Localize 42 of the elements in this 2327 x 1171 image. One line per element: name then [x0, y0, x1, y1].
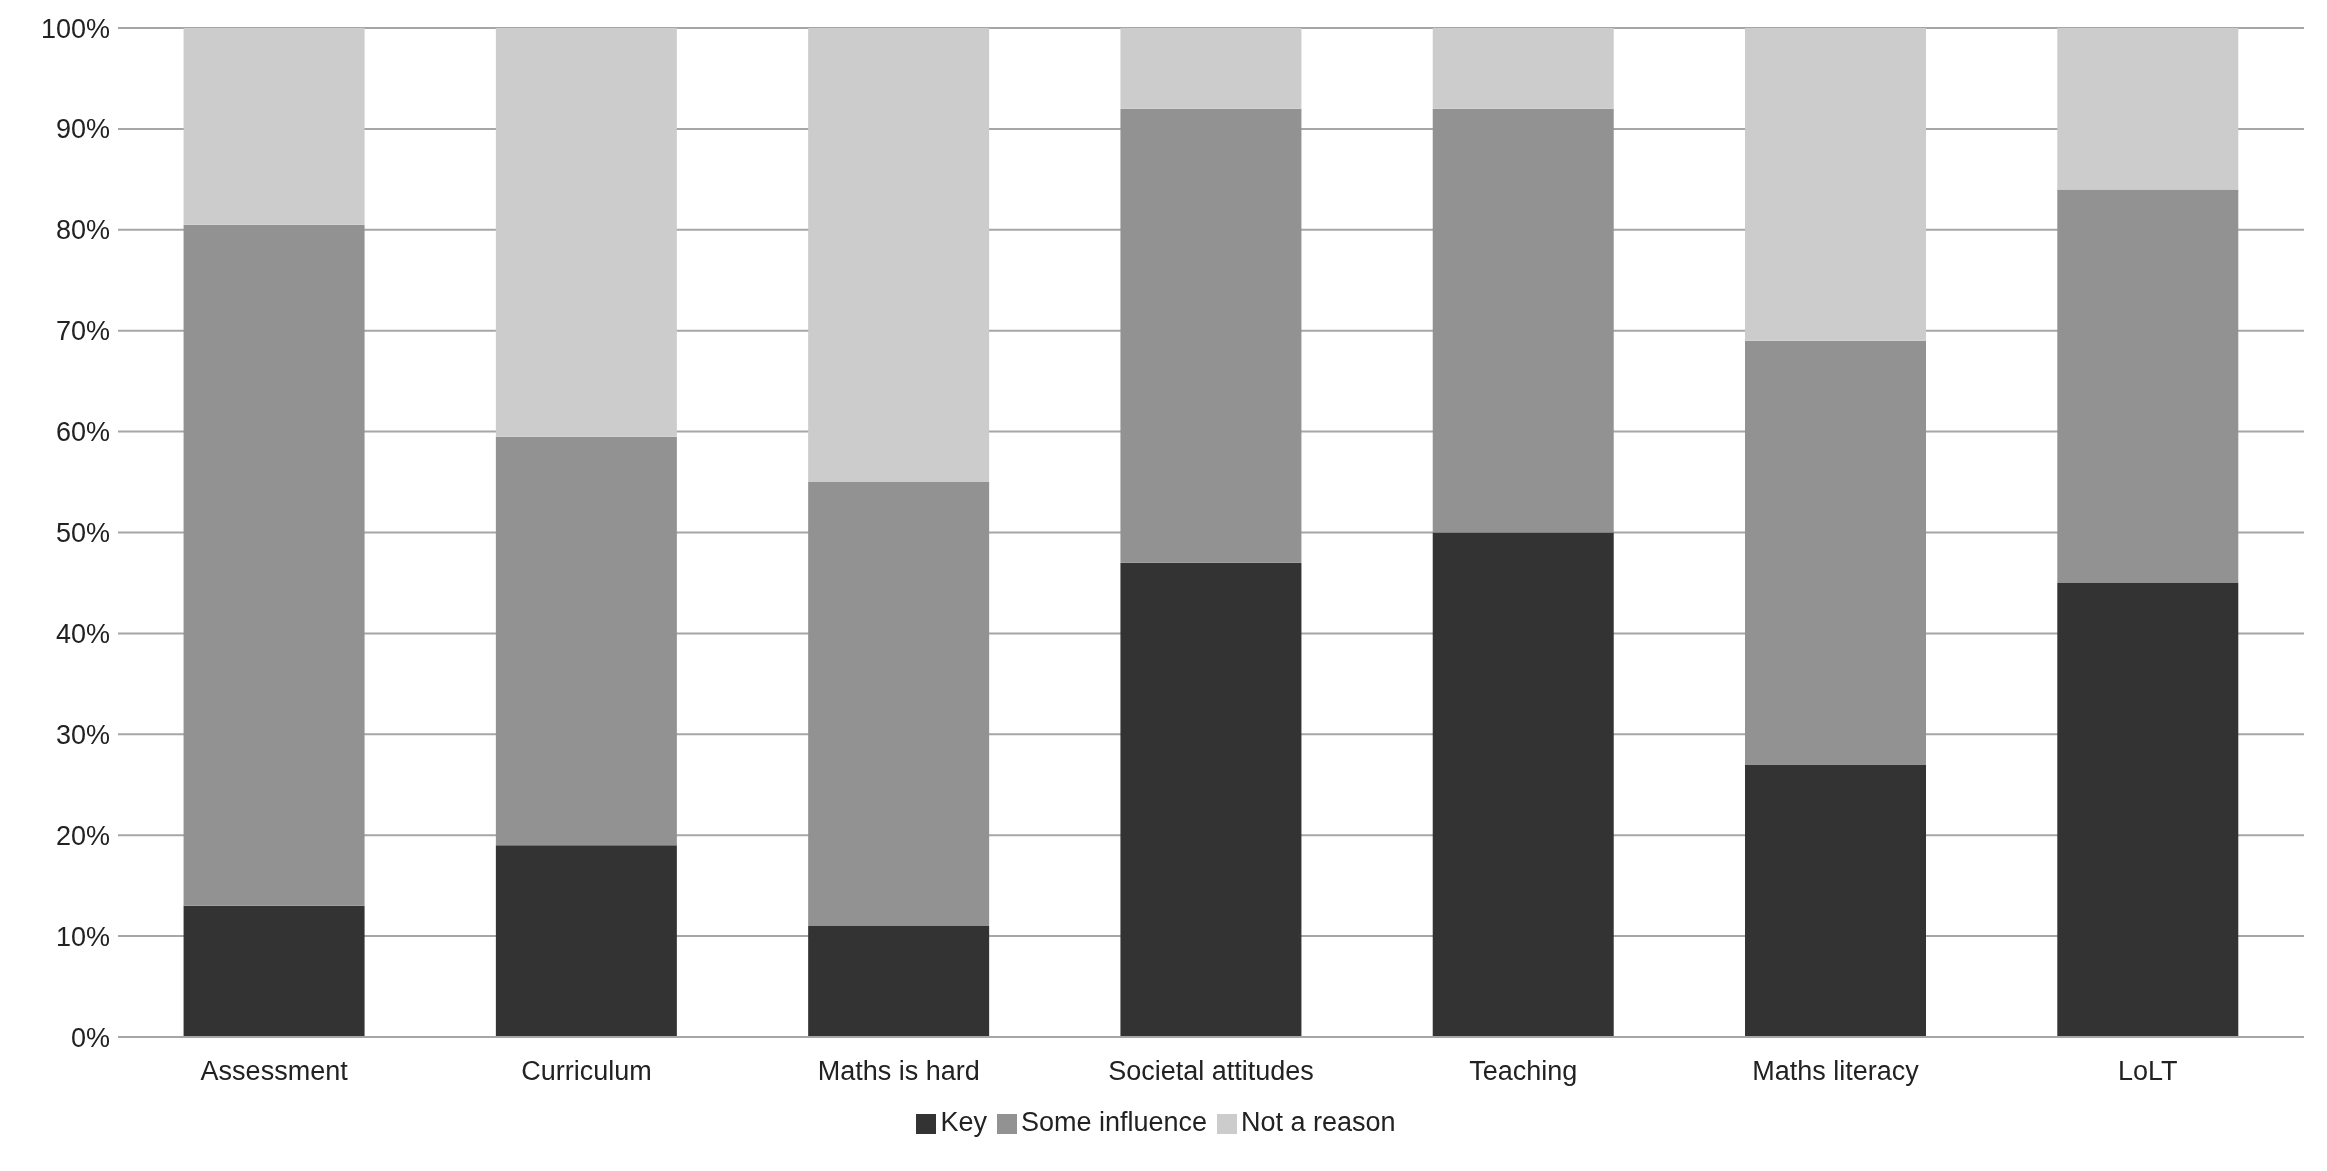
bar — [1432, 108, 1614, 533]
bar — [1745, 28, 1927, 341]
x-tick-label: Teaching — [1469, 1056, 1578, 1087]
x-tick-label: LoLT — [2118, 1056, 2178, 1087]
bar — [495, 436, 677, 846]
bar — [808, 28, 990, 483]
bar — [495, 28, 677, 437]
x-tick-label: Societal attitudes — [1108, 1056, 1314, 1087]
y-tick-label: 90% — [55, 114, 110, 145]
bar — [183, 905, 365, 1037]
bar — [1432, 28, 1614, 109]
y-tick-label: 30% — [55, 719, 110, 750]
bar — [2057, 582, 2239, 1037]
y-tick-label: 100% — [40, 13, 110, 44]
bar — [495, 845, 677, 1037]
bar — [1120, 28, 1302, 109]
legend-label: Not a reason — [1241, 1107, 1396, 1137]
y-tick-label: 40% — [55, 618, 110, 649]
x-tick-label: Assessment — [200, 1056, 349, 1087]
y-tick-label: 10% — [55, 921, 110, 952]
x-tick-label: Curriculum — [521, 1056, 652, 1087]
bar — [808, 926, 990, 1037]
x-tick-label: Maths literacy — [1752, 1056, 1920, 1087]
bar — [2057, 28, 2239, 190]
bar — [1120, 108, 1302, 563]
y-tick-label: 60% — [55, 417, 110, 448]
y-tick-label: 80% — [55, 215, 110, 246]
y-tick-label: 0% — [70, 1022, 110, 1053]
bar — [1745, 340, 1927, 765]
legend-label: Key — [940, 1107, 987, 1137]
bar — [1432, 532, 1614, 1037]
y-tick-label: 50% — [55, 518, 110, 549]
bar — [183, 28, 365, 225]
y-tick-label: 20% — [55, 820, 110, 851]
bar — [1745, 764, 1927, 1037]
bar — [2057, 189, 2239, 583]
x-tick-label: Maths is hard — [817, 1056, 980, 1087]
y-tick-label: 70% — [55, 316, 110, 347]
legend-label: Some influence — [1020, 1107, 1208, 1137]
bar — [808, 482, 990, 927]
bar — [183, 224, 365, 906]
bar — [1120, 562, 1302, 1037]
